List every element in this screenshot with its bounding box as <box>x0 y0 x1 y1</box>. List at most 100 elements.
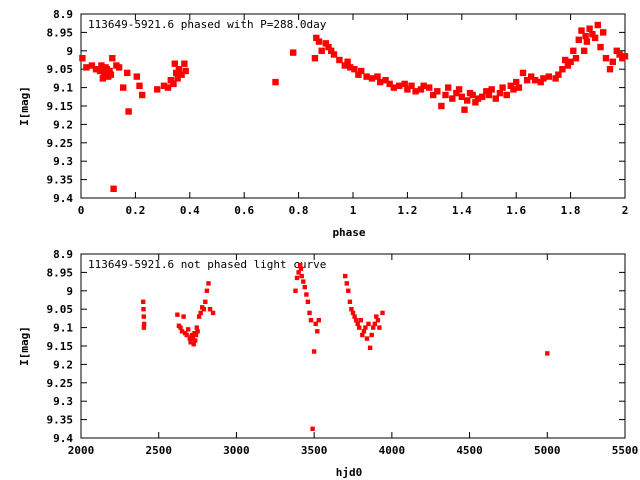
data-point <box>600 29 607 36</box>
data-point <box>352 314 357 319</box>
y-tick-label: 8.95 <box>47 266 74 279</box>
y-tick-label: 9.1 <box>53 82 73 95</box>
data-point <box>602 55 610 62</box>
data-point <box>377 78 384 86</box>
data-point <box>386 80 393 88</box>
data-point <box>272 78 279 86</box>
data-point <box>382 77 389 84</box>
data-point <box>445 84 452 91</box>
data-point <box>458 93 465 100</box>
data-point <box>186 327 191 332</box>
x-tick-label: 0 <box>78 204 85 217</box>
y-tick-label: 9.35 <box>47 414 74 427</box>
data-point <box>191 342 196 347</box>
data-point <box>294 275 300 281</box>
y-tick-label: 9 <box>66 285 73 298</box>
data-point <box>499 84 506 91</box>
data-point <box>523 77 531 84</box>
unphased-light-curve-chart: 113649-5921.6 not phased light curve hjd… <box>18 248 638 479</box>
y-tick-label: 9.15 <box>47 340 74 353</box>
y-tick-label: 8.9 <box>53 248 73 261</box>
chart-title: 113649-5921.6 phased with P=288.0day <box>88 18 327 31</box>
data-point <box>343 273 348 279</box>
data-point <box>374 314 379 319</box>
y-tick-label: 8.9 <box>53 8 73 21</box>
data-point <box>141 307 146 312</box>
data-point <box>613 47 620 54</box>
data-point <box>453 89 460 97</box>
data-point <box>210 310 216 316</box>
data-point <box>412 88 419 95</box>
data-point <box>194 325 199 330</box>
data-point <box>417 86 425 93</box>
data-point <box>363 73 370 80</box>
data-point <box>99 75 106 82</box>
data-point <box>175 66 183 73</box>
data-point <box>583 38 591 45</box>
data-point <box>98 62 105 69</box>
x-tick-label: 2000 <box>68 444 95 457</box>
data-points <box>141 262 550 431</box>
data-point <box>455 86 463 93</box>
data-point <box>83 64 90 71</box>
data-point <box>196 314 202 319</box>
y-tick-label: 9.3 <box>53 395 73 408</box>
axis-ticks: 2000 2500 3000 3500 4000 4500 5000 5500 8.9 8.95 9… <box>47 248 639 457</box>
data-point <box>173 69 180 77</box>
chart-title: 113649-5921.6 not phased light curve <box>88 258 326 271</box>
x-tick-label: 3500 <box>301 444 328 457</box>
data-point <box>310 426 315 431</box>
data-point <box>507 82 514 89</box>
data-point <box>567 58 574 65</box>
data-point <box>100 69 108 77</box>
data-point <box>597 43 604 51</box>
data-point <box>190 336 196 341</box>
data-point <box>464 97 471 104</box>
data-point <box>164 84 172 91</box>
x-tick-label: 1.4 <box>452 204 472 217</box>
data-point <box>594 21 601 29</box>
data-point <box>184 332 189 338</box>
data-point <box>589 31 596 38</box>
data-point <box>377 325 382 330</box>
data-point <box>181 314 186 319</box>
data-point <box>308 318 314 323</box>
data-point <box>305 299 311 304</box>
data-point <box>358 318 363 323</box>
y-tick-label: 9.4 <box>53 192 73 205</box>
data-point <box>367 345 373 350</box>
data-point <box>307 310 312 316</box>
data-point <box>311 349 317 354</box>
data-point <box>181 60 188 67</box>
x-tick-label: 1.8 <box>561 204 581 217</box>
data-point <box>304 292 309 297</box>
y-tick-label: 9.25 <box>47 137 74 150</box>
data-point <box>296 270 301 275</box>
data-point <box>515 84 523 91</box>
data-point <box>204 288 210 293</box>
data-point <box>313 34 320 42</box>
data-point <box>124 69 131 77</box>
data-point <box>374 73 381 80</box>
data-point <box>496 89 504 97</box>
data-point <box>207 307 213 312</box>
data-point <box>178 71 185 78</box>
data-point <box>621 53 629 60</box>
data-point <box>562 56 569 64</box>
data-point <box>363 325 368 330</box>
data-point <box>586 25 593 32</box>
data-point <box>564 62 572 69</box>
data-point <box>369 332 374 338</box>
data-point <box>426 84 433 91</box>
data-point <box>390 84 397 91</box>
y-tick-label: 9.05 <box>47 63 74 76</box>
data-point <box>347 64 354 71</box>
data-point <box>203 299 208 304</box>
data-point <box>92 66 100 73</box>
data-point <box>540 75 547 82</box>
data-point <box>355 71 362 78</box>
data-point <box>154 86 161 93</box>
data-point <box>368 75 376 82</box>
data-point <box>322 40 329 47</box>
data-point <box>578 27 585 34</box>
